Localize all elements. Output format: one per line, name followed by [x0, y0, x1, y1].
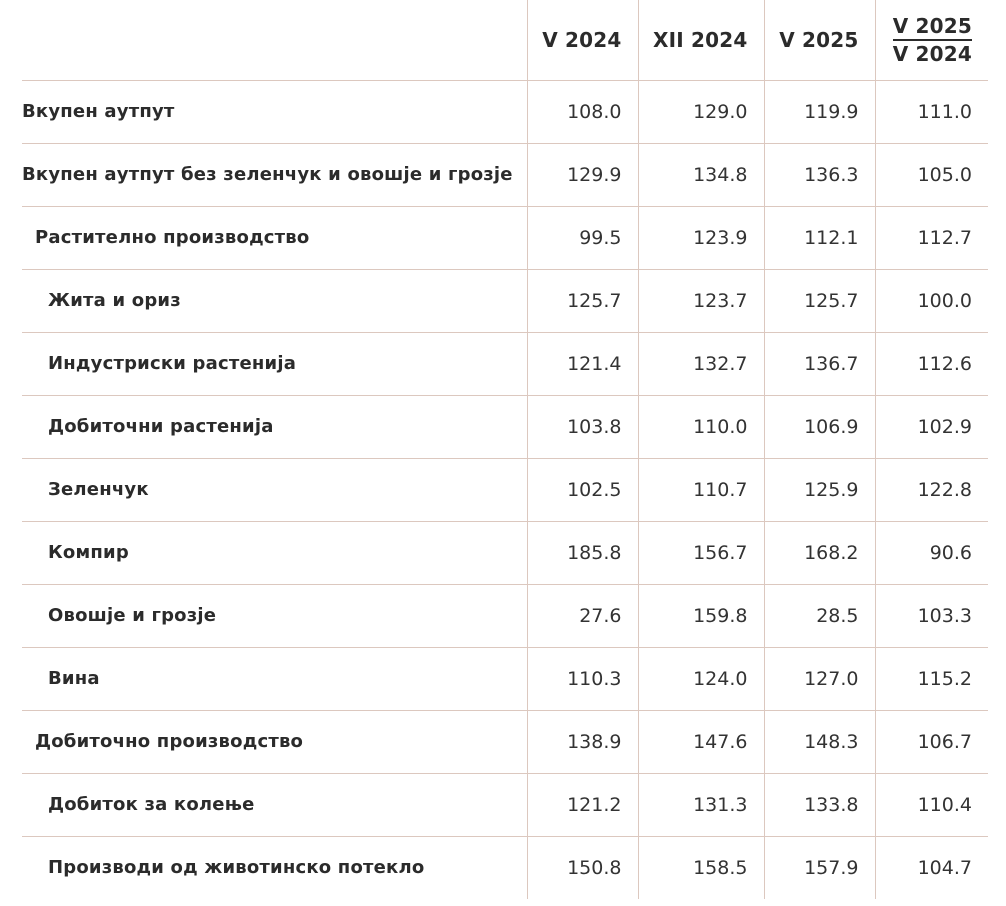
value-cell: 110.7 [637, 458, 764, 522]
value-cell: 138.9 [526, 710, 638, 774]
table-row: Добиток за колење 121.2 131.3 133.8 110.4 [22, 773, 988, 837]
row-label: Добиток за колење [22, 773, 527, 837]
index-table: V 2024 XII 2024 V 2025 V 2025 V 2024 Вку… [22, 0, 988, 899]
value-cell: 90.6 [874, 521, 988, 585]
value-cell: 124.0 [637, 647, 764, 711]
value-cell: 119.9 [763, 80, 875, 144]
value-cell: 99.5 [526, 206, 638, 270]
value-cell: 110.3 [526, 647, 638, 711]
value-cell: 136.3 [763, 143, 875, 207]
value-cell: 125.7 [763, 269, 875, 333]
value-cell: 121.4 [526, 332, 638, 396]
value-cell: 102.5 [526, 458, 638, 522]
row-label: Вкупен аутпут [22, 80, 527, 144]
value-cell: 105.0 [874, 143, 988, 207]
value-cell: 104.7 [874, 836, 988, 899]
value-cell: 103.3 [874, 584, 988, 648]
table-row: Индустриски растенија 121.4 132.7 136.7 112.… [22, 332, 988, 396]
table-row: Производи од животинско потекло 150.8 158.… [22, 836, 988, 899]
table-row: Жита и ориз 125.7 123.7 125.7 100.0 [22, 269, 988, 333]
ratio-fraction: V 2025 V 2024 [892, 14, 972, 66]
value-cell: 159.8 [637, 584, 764, 648]
value-cell: 123.7 [637, 269, 764, 333]
row-label: Индустриски растенија [22, 332, 527, 396]
table-row: Зеленчук 102.5 110.7 125.9 122.8 [22, 458, 988, 522]
value-cell: 115.2 [874, 647, 988, 711]
row-label: Вина [22, 647, 527, 711]
value-cell: 121.2 [526, 773, 638, 837]
value-cell: 112.1 [763, 206, 875, 270]
row-label: Зеленчук [22, 458, 527, 522]
row-label: Вкупен аутпут без зеленчук и овошје и гр… [22, 143, 527, 207]
table-header: V 2024 XII 2024 V 2025 V 2025 V 2024 [22, 0, 988, 81]
value-cell: 125.7 [526, 269, 638, 333]
value-cell: 147.6 [637, 710, 764, 774]
value-cell: 136.7 [763, 332, 875, 396]
table-row: Растително производство 99.5 123.9 112.1 112… [22, 206, 988, 270]
value-cell: 157.9 [763, 836, 875, 899]
value-cell: 125.9 [763, 458, 875, 522]
row-label: Добиточни растенија [22, 395, 527, 459]
value-cell: 132.7 [637, 332, 764, 396]
value-cell: 103.8 [526, 395, 638, 459]
value-cell: 127.0 [763, 647, 875, 711]
value-cell: 134.8 [637, 143, 764, 207]
value-cell: 106.7 [874, 710, 988, 774]
value-cell: 112.6 [874, 332, 988, 396]
value-cell: 27.6 [526, 584, 638, 648]
column-header-ratio: V 2025 V 2024 [874, 0, 988, 81]
table-row: Овошје и грозје 27.6 159.8 28.5 103.3 [22, 584, 988, 648]
row-label: Производи од животинско потекло [48, 857, 425, 879]
value-cell: 185.8 [526, 521, 638, 585]
table-row: Добиточно производство 138.9 147.6 148.3 106… [22, 710, 988, 774]
row-label: Компир [22, 521, 527, 585]
table-row: Добиточни растенија 103.8 110.0 106.9 102.9 [22, 395, 988, 459]
value-cell: 110.4 [874, 773, 988, 837]
value-cell: 28.5 [763, 584, 875, 648]
column-header-v-2025: V 2025 [763, 0, 875, 81]
table-row: Вкупен аутпут 108.0 129.0 119.9 111.0 [22, 80, 988, 144]
value-cell: 129.0 [637, 80, 764, 144]
header-row: V 2024 XII 2024 V 2025 V 2025 V 2024 [22, 0, 988, 81]
table-row: Вкупен аутпут без зеленчук и овошје и гр… [22, 143, 988, 207]
value-cell: 129.9 [526, 143, 638, 207]
value-cell: 111.0 [874, 80, 988, 144]
ratio-numerator: V 2025 [892, 14, 972, 41]
column-header-v-2024: V 2024 [526, 0, 638, 81]
value-cell: 122.8 [874, 458, 988, 522]
value-cell: 108.0 [526, 80, 638, 144]
column-header-xii-2024: XII 2024 [637, 0, 764, 81]
value-cell: 133.8 [763, 773, 875, 837]
value-cell: 102.9 [874, 395, 988, 459]
value-cell: 106.9 [763, 395, 875, 459]
table-row: Вина 110.3 124.0 127.0 115.2 [22, 647, 988, 711]
value-cell: 131.3 [637, 773, 764, 837]
row-label: Растително производство [22, 206, 527, 270]
value-cell: 100.0 [874, 269, 988, 333]
table-row: Компир 185.8 156.7 168.2 90.6 [22, 521, 988, 585]
ratio-denominator: V 2024 [892, 41, 972, 66]
value-cell: 168.2 [763, 521, 875, 585]
value-cell: 156.7 [637, 521, 764, 585]
index-table-container: V 2024 XII 2024 V 2025 V 2025 V 2024 Вку… [22, 0, 988, 899]
row-label: Добиточно производство [22, 710, 527, 774]
row-label: Овошје и грозје [22, 584, 527, 648]
header-label-cell [22, 0, 527, 81]
value-cell: 112.7 [874, 206, 988, 270]
value-cell: 110.0 [637, 395, 764, 459]
table-body: Вкупен аутпут 108.0 129.0 119.9 111.0 Вкупен … [22, 80, 988, 899]
value-cell: 123.9 [637, 206, 764, 270]
value-cell: 148.3 [763, 710, 875, 774]
row-label: Жита и ориз [22, 269, 527, 333]
value-cell: 150.8 [526, 836, 638, 899]
value-cell: 158.5 [637, 836, 764, 899]
